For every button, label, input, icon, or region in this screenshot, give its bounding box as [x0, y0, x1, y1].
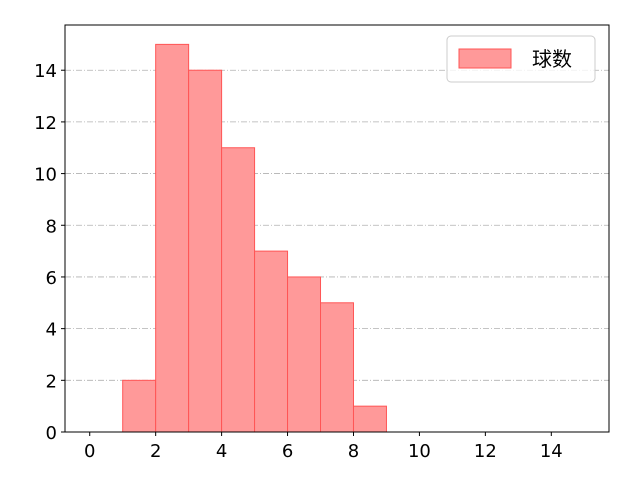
y-tick-label: 10 [34, 165, 57, 186]
x-axis: 0 2 4 6 8 10 12 14 [84, 432, 563, 462]
y-tick-label: 8 [46, 216, 57, 237]
y-tick-label: 12 [34, 113, 57, 134]
x-tick-label: 2 [150, 441, 161, 462]
histogram-bar [221, 147, 256, 433]
legend: 球数 [446, 35, 596, 83]
x-tick-label: 6 [282, 441, 293, 462]
y-axis: 0 2 4 6 8 10 12 14 [34, 61, 65, 444]
x-tick-label: 12 [474, 441, 497, 462]
histogram-bar [287, 276, 322, 433]
x-tick-label: 0 [84, 441, 95, 462]
x-tick-label: 4 [216, 441, 227, 462]
x-tick-label: 14 [540, 441, 563, 462]
y-tick-label: 2 [46, 371, 57, 392]
legend-swatch [458, 48, 512, 69]
x-tick-label: 10 [408, 441, 431, 462]
legend-label: 球数 [532, 47, 572, 71]
legend-box [446, 35, 596, 83]
y-tick-label: 4 [46, 320, 57, 341]
histogram-bar [352, 405, 387, 433]
y-tick-label: 0 [46, 423, 57, 444]
histogram-bar [254, 250, 289, 433]
plot-frame [64, 24, 610, 433]
y-tick-label: 6 [46, 268, 57, 289]
histogram-bar [155, 43, 190, 433]
histogram-bar [122, 379, 157, 433]
x-tick-label: 8 [348, 441, 359, 462]
y-tick-label: 14 [34, 61, 57, 82]
histogram-bar [188, 69, 223, 433]
bars [122, 43, 387, 433]
histogram-bar [320, 302, 354, 433]
